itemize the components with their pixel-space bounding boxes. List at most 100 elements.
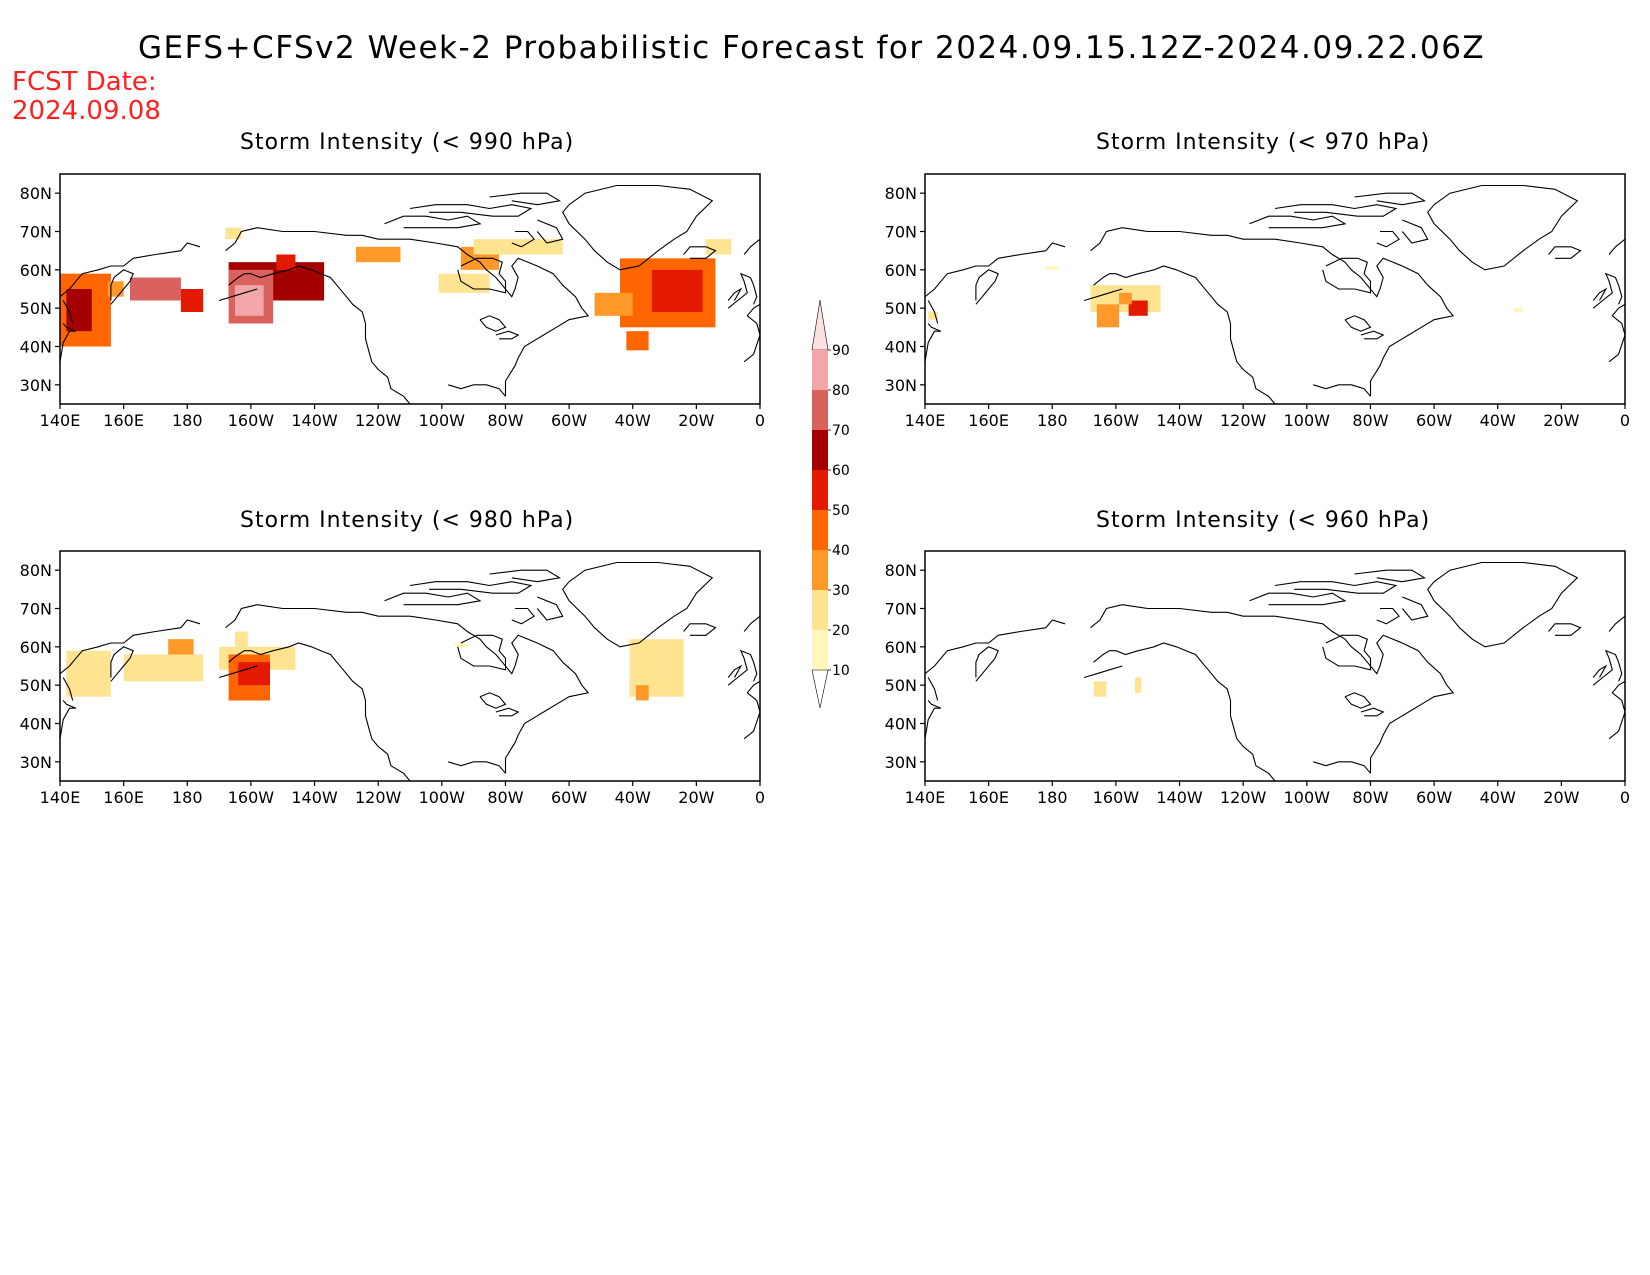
lon-tick-label: 60W (1416, 788, 1452, 807)
lon-tick-label: 80W (487, 411, 523, 430)
probability-cell (238, 662, 270, 686)
coastlines (60, 561, 760, 781)
lat-tick-label: 40N (885, 338, 917, 357)
probability-cell (1093, 681, 1107, 697)
coastline (925, 323, 942, 362)
lat-tick-label: 80N (20, 184, 52, 203)
lon-tick-label: 160W (228, 411, 275, 430)
coastline (1360, 330, 1385, 340)
coastline (925, 242, 1066, 298)
colorbar-label: 90 (832, 343, 850, 359)
colorbar-segment (812, 630, 828, 670)
coastline (1090, 604, 1455, 774)
colorbar-label: 60 (832, 463, 850, 479)
panel-title-990: Storm Intensity (< 990 hPa) (240, 130, 575, 155)
lon-tick-label: 160E (103, 411, 144, 430)
probability-cell (355, 246, 401, 263)
coastline (1274, 581, 1398, 594)
coastline (536, 219, 564, 244)
coastline (927, 300, 939, 324)
colorbar-segment (812, 510, 828, 550)
coastline (384, 215, 482, 229)
lon-tick-label: 60W (551, 411, 587, 430)
coastline (1090, 227, 1455, 397)
coastline (479, 692, 507, 709)
panel-title-960: Storm Intensity (< 960 hPa) (1096, 508, 1431, 533)
lat-tick-label: 50N (885, 676, 917, 695)
coastline (225, 604, 590, 774)
lat-tick-label: 60N (885, 638, 917, 657)
coastline (1401, 596, 1429, 621)
probability-cell (276, 254, 296, 270)
lat-tick-label: 70N (885, 223, 917, 242)
lon-tick-label: 140W (1156, 411, 1203, 430)
coastline (1548, 246, 1582, 259)
lat-tick-label: 30N (20, 753, 52, 772)
coastline (1313, 384, 1371, 397)
lon-tick-label: 140E (905, 411, 946, 430)
colorbar-label: 10 (832, 663, 850, 679)
coastlines (925, 561, 1625, 781)
coastline (1313, 761, 1371, 774)
coastline (1354, 569, 1427, 583)
lat-tick-label: 70N (20, 600, 52, 619)
lon-tick-label: 0 (755, 788, 765, 807)
probability-cell (1513, 308, 1524, 312)
colorbar-segment (812, 590, 828, 630)
coastline (1249, 215, 1347, 229)
lon-tick-label: 180 (1037, 788, 1068, 807)
coastline (218, 288, 258, 302)
lon-tick-label: 140E (40, 411, 81, 430)
lon-tick-label: 120W (355, 411, 402, 430)
lon-tick-label: 140W (291, 788, 338, 807)
lat-tick-label: 40N (20, 338, 52, 357)
lon-tick-label: 180 (172, 788, 203, 807)
lon-tick-label: 160E (968, 788, 1009, 807)
colorbar-label: 80 (832, 383, 850, 399)
probability-cell (225, 227, 242, 240)
colorbar-segment (811, 669, 829, 709)
map-frame (924, 173, 1626, 405)
colorbar-segment (812, 390, 828, 430)
coastline (457, 634, 507, 671)
colorbar-label: 30 (832, 583, 850, 599)
lon-tick-label: 100W (419, 788, 466, 807)
probability-cell (1135, 677, 1142, 693)
coastline (489, 192, 562, 206)
lon-tick-label: 40W (615, 411, 651, 430)
coastline (743, 615, 760, 632)
coastline (489, 569, 562, 583)
probability-cell (705, 239, 732, 255)
lat-tick-label: 50N (20, 299, 52, 318)
colorbar-label: 50 (832, 503, 850, 519)
probability-cell (473, 239, 563, 255)
lat-tick-label: 50N (885, 299, 917, 318)
lat-tick-label: 80N (885, 184, 917, 203)
coastline (1608, 680, 1625, 740)
coastline (228, 642, 411, 781)
coastline (60, 323, 77, 362)
lat-tick-label: 30N (20, 376, 52, 395)
coastline (1360, 707, 1385, 717)
coastline (743, 303, 760, 363)
probability-cell (928, 312, 938, 320)
coastline (60, 619, 201, 675)
coastline (562, 561, 714, 648)
coastline (110, 646, 134, 682)
coastline (60, 700, 77, 739)
coastline (1093, 265, 1276, 404)
coastline (1608, 238, 1625, 255)
colorbar-segment (812, 470, 828, 510)
coastline (727, 664, 743, 678)
probability-cell (130, 277, 181, 301)
probability-cell (635, 685, 649, 701)
probability-cell (123, 654, 204, 682)
coastline (727, 272, 758, 309)
lon-tick-label: 40W (1480, 788, 1516, 807)
probability-cell (626, 331, 649, 351)
coastline (110, 269, 134, 305)
colorbar-segment (811, 299, 829, 351)
lat-tick-label: 40N (885, 715, 917, 734)
coastline (1427, 561, 1579, 648)
lat-tick-label: 30N (885, 376, 917, 395)
